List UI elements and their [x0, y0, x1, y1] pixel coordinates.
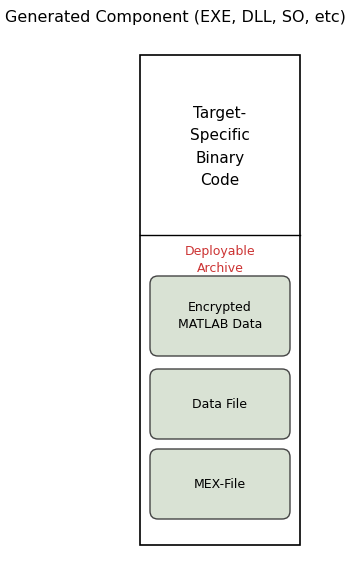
- Text: MEX-File: MEX-File: [194, 477, 246, 490]
- Text: Deployable
Archive: Deployable Archive: [185, 245, 255, 275]
- Text: Target-
Specific
Binary
Code: Target- Specific Binary Code: [190, 106, 250, 188]
- FancyBboxPatch shape: [150, 369, 290, 439]
- Text: Generated Component (EXE, DLL, SO, etc): Generated Component (EXE, DLL, SO, etc): [5, 10, 346, 25]
- FancyBboxPatch shape: [150, 276, 290, 356]
- Text: Encrypted
MATLAB Data: Encrypted MATLAB Data: [178, 301, 262, 331]
- Bar: [140, 55, 300, 545]
- FancyBboxPatch shape: [150, 449, 290, 519]
- Text: Data File: Data File: [192, 397, 248, 411]
